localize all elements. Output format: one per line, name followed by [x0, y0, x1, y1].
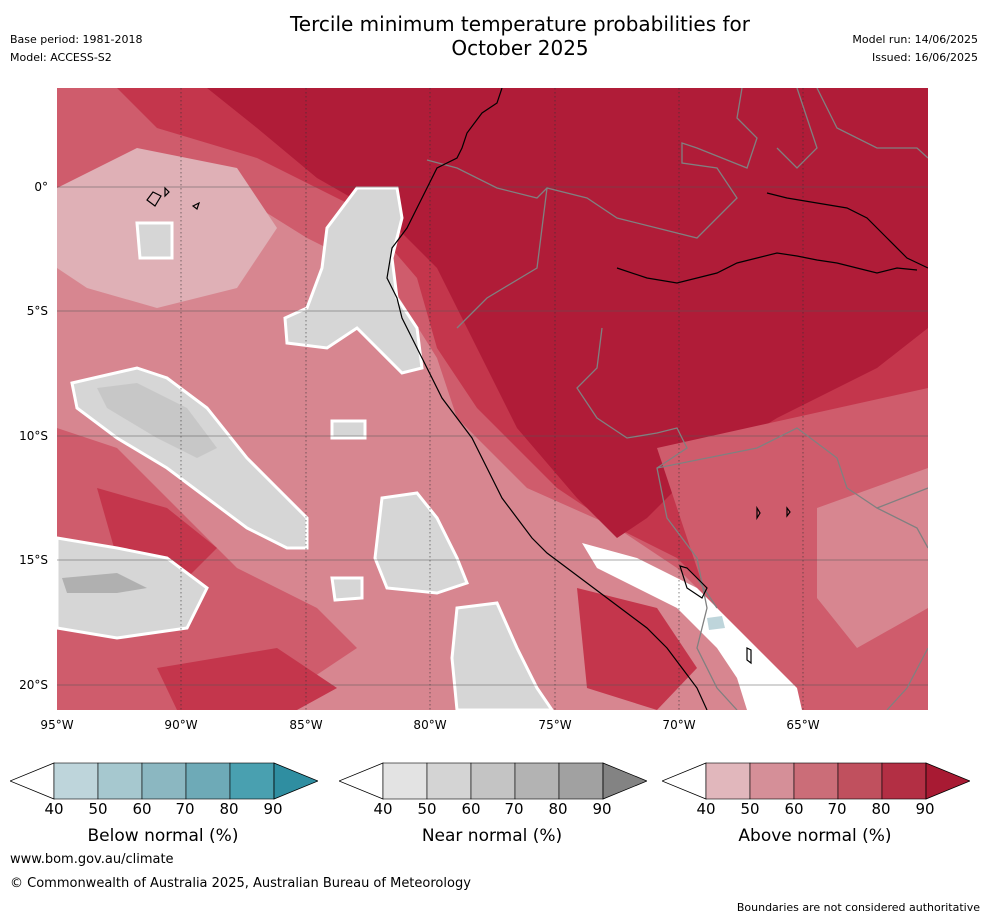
colorbar-segment — [229, 762, 275, 800]
title-line-2: October 2025 — [451, 36, 589, 60]
near-normal-region-3 — [373, 491, 469, 595]
cbar-tick: 70 — [827, 800, 847, 818]
lon-label-75w: 75°W — [538, 718, 572, 732]
near-normal-region-1 — [283, 186, 424, 375]
gridlines — [57, 88, 928, 710]
copyright-text: © Commonwealth of Australia 2025, Austra… — [10, 876, 471, 891]
colorbar-segment — [141, 762, 187, 800]
colorbar-segment — [514, 762, 560, 800]
colorbar-segment — [97, 762, 143, 800]
colorbar-segment — [749, 762, 795, 800]
country-borders — [426, 88, 928, 710]
cbar-tick: 90 — [592, 800, 612, 818]
near-normal-region-5 — [450, 601, 554, 710]
model-text: Model: ACCESS-S2 — [10, 51, 112, 64]
colorbar-segment — [470, 762, 516, 800]
colorbar-high-extension — [925, 762, 970, 800]
lon-label-85w: 85°W — [289, 718, 323, 732]
near-normal-region-8 — [330, 576, 364, 602]
cbar-tick: 50 — [88, 800, 108, 818]
cbar-tick: 40 — [696, 800, 716, 818]
colorbar-below-ticks: 40 50 60 70 80 90 — [10, 800, 318, 818]
cbar-tick: 50 — [740, 800, 760, 818]
model-run-text: Model run: 14/06/2025 — [852, 33, 978, 46]
colorbar-near-ticks: 40 50 60 70 80 90 — [339, 800, 647, 818]
colorbar-segment — [185, 762, 231, 800]
map-title: Tercile minimum temperature probabilitie… — [0, 12, 988, 60]
header-left: Base period: 1981-2018 Model: ACCESS-S2 — [10, 31, 142, 67]
colorbar-below-label: Below normal (%) — [87, 826, 239, 846]
colorbar-above-normal — [662, 762, 970, 800]
colorbar-segment — [426, 762, 472, 800]
title-line-1: Tercile minimum temperature probabilitie… — [289, 12, 751, 36]
lat-label-5s: 5°S — [26, 304, 48, 318]
above-60-region-southeast — [817, 468, 928, 648]
base-period-text: Base period: 1981-2018 — [10, 33, 143, 46]
lon-label-95w: 95°W — [40, 718, 74, 732]
colorbar-segment — [837, 762, 883, 800]
lon-label-70w: 70°W — [662, 718, 696, 732]
colorbar-above-ticks: 40 50 60 70 80 90 — [662, 800, 970, 818]
cbar-tick: 60 — [132, 800, 152, 818]
colorbar-segment — [382, 762, 428, 800]
lon-label-65w: 65°W — [786, 718, 820, 732]
colorbar-segment — [53, 762, 99, 800]
website-link[interactable]: www.bom.gov.au/climate — [10, 852, 174, 867]
probability-map — [57, 88, 928, 710]
below-normal-patch — [707, 616, 725, 630]
cbar-tick: 80 — [219, 800, 239, 818]
near-normal-region-4-darker — [62, 573, 147, 593]
cbar-tick: 60 — [784, 800, 804, 818]
coastlines — [146, 88, 928, 710]
lat-label-20s: 20°S — [19, 678, 48, 692]
cbar-tick: 40 — [373, 800, 393, 818]
near-normal-region-7 — [330, 419, 367, 440]
cbar-tick: 70 — [175, 800, 195, 818]
lon-label-90w: 90°W — [164, 718, 198, 732]
colorbar-segment — [881, 762, 927, 800]
cbar-tick: 90 — [263, 800, 283, 818]
colorbar-near-label: Near normal (%) — [421, 826, 563, 846]
colorbar-low-extension — [662, 762, 707, 800]
low-probability-coastal-strip — [582, 543, 802, 710]
colorbar-segment — [705, 762, 751, 800]
colorbar-above-label: Above normal (%) — [738, 826, 892, 846]
colorbar-near-normal — [339, 762, 647, 800]
issued-text: Issued: 16/06/2025 — [871, 51, 978, 64]
above-80-patch-2 — [157, 648, 337, 710]
near-normal-region-2-darker — [97, 383, 217, 458]
colorbar-low-extension — [339, 762, 384, 800]
disclaimer-text: Boundaries are not considered authoritat… — [736, 901, 980, 914]
header-right: Model run: 14/06/2025 Issued: 16/06/2025 — [852, 31, 978, 67]
colorbar-below-normal — [10, 762, 318, 800]
colorbar-high-extension — [602, 762, 647, 800]
colorbar-low-extension — [10, 762, 55, 800]
cbar-tick: 90 — [915, 800, 935, 818]
near-normal-region-6 — [135, 221, 174, 260]
cbar-tick: 70 — [504, 800, 524, 818]
colorbar-segment — [793, 762, 839, 800]
cbar-tick: 60 — [461, 800, 481, 818]
cbar-tick: 40 — [44, 800, 64, 818]
lat-label-0: 0° — [34, 180, 48, 194]
cbar-tick: 80 — [871, 800, 891, 818]
cbar-tick: 80 — [548, 800, 568, 818]
colorbar-segment — [558, 762, 604, 800]
above-80-patch-3 — [577, 588, 697, 710]
cbar-tick: 50 — [417, 800, 437, 818]
colorbar-high-extension — [273, 762, 318, 800]
lon-label-80w: 80°W — [413, 718, 447, 732]
lat-label-10s: 10°S — [19, 429, 48, 443]
lat-label-15s: 15°S — [19, 553, 48, 567]
